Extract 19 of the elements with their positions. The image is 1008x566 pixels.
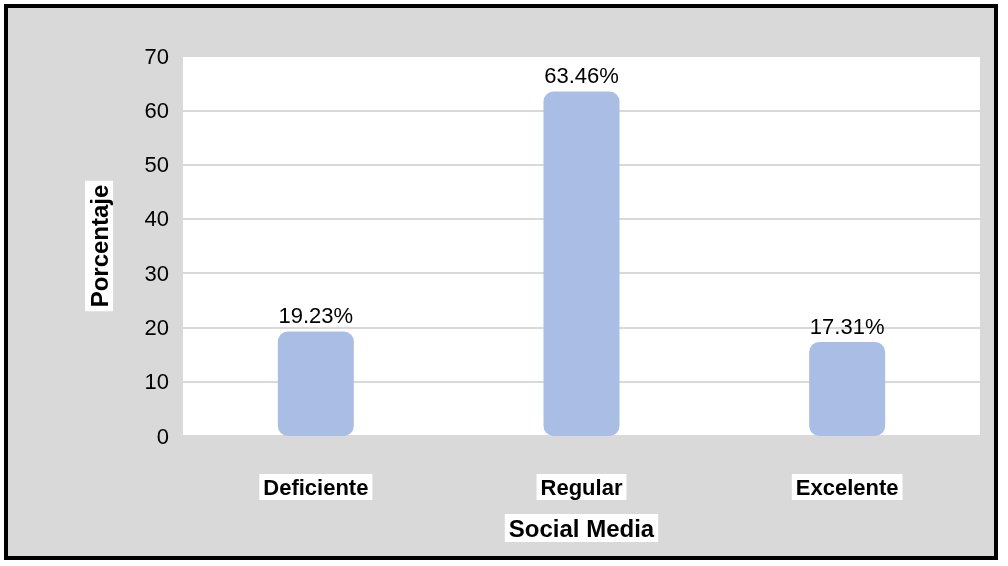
y-tick-label: 70	[144, 43, 169, 69]
y-tick-label: 20	[144, 314, 169, 340]
y-axis-title: Porcentaje	[85, 184, 113, 308]
y-tick-label: 50	[144, 152, 169, 178]
bar	[543, 91, 620, 436]
x-tick-label: Regular	[540, 474, 623, 500]
x-tick-label: Deficiente	[263, 474, 369, 500]
data-label: 17.31%	[809, 313, 885, 339]
y-tick-label: 60	[144, 97, 169, 123]
y-tick-label: 0	[156, 423, 169, 449]
x-tick-label: Excelente	[795, 474, 899, 500]
bar	[277, 331, 354, 436]
y-tick-label: 10	[144, 369, 169, 395]
bar	[809, 342, 886, 436]
y-tick-label: 30	[144, 260, 169, 286]
data-label: 63.46%	[544, 63, 619, 88]
x-axis-title: Social Media	[508, 514, 655, 542]
data-label: 19.23%	[278, 303, 354, 329]
y-tick-label: 40	[144, 206, 169, 232]
